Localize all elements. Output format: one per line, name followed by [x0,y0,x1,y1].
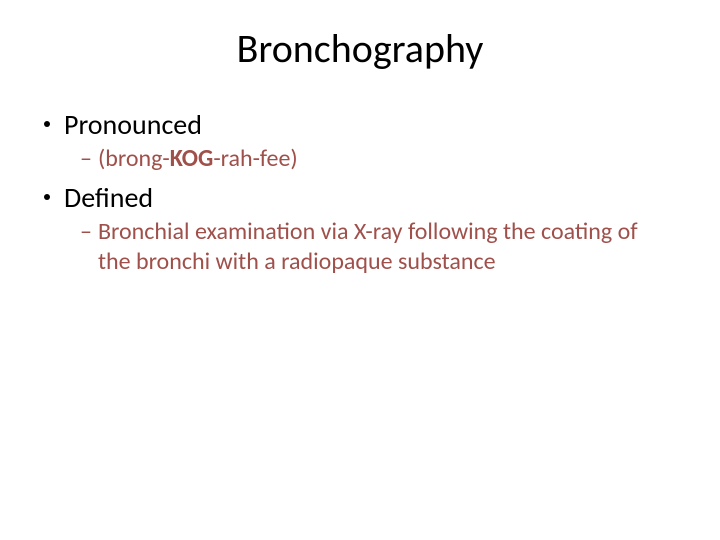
definition-text: Bronchial examination via X-ray followin… [98,217,658,277]
bullet-pronounced-label: Pronounced [64,107,202,142]
bullet-dot-icon [44,194,50,200]
slide: Bronchography Pronounced – (brong-KOG-ra… [0,0,720,540]
bullet-pronounced: Pronounced [44,107,684,142]
bullet-defined: Defined [44,180,684,215]
def-pre: Bronchial examination via X-ray followin… [98,217,638,276]
sub-bullet-definition: – Bronchial examination via X-ray follow… [80,217,684,277]
pron-post: -rah-fee) [213,144,297,173]
pron-pre: (brong- [98,144,170,173]
bullet-dot-icon [44,121,50,127]
bullet-defined-label: Defined [64,180,153,215]
pron-bold: KOG [170,144,214,173]
dash-icon: – [80,144,92,174]
sub-bullet-pronunciation: – (brong-KOG-rah-fee) [80,144,684,174]
pronunciation-text: (brong-KOG-rah-fee) [98,144,298,174]
dash-icon: – [80,217,92,247]
slide-title: Bronchography [36,24,684,73]
